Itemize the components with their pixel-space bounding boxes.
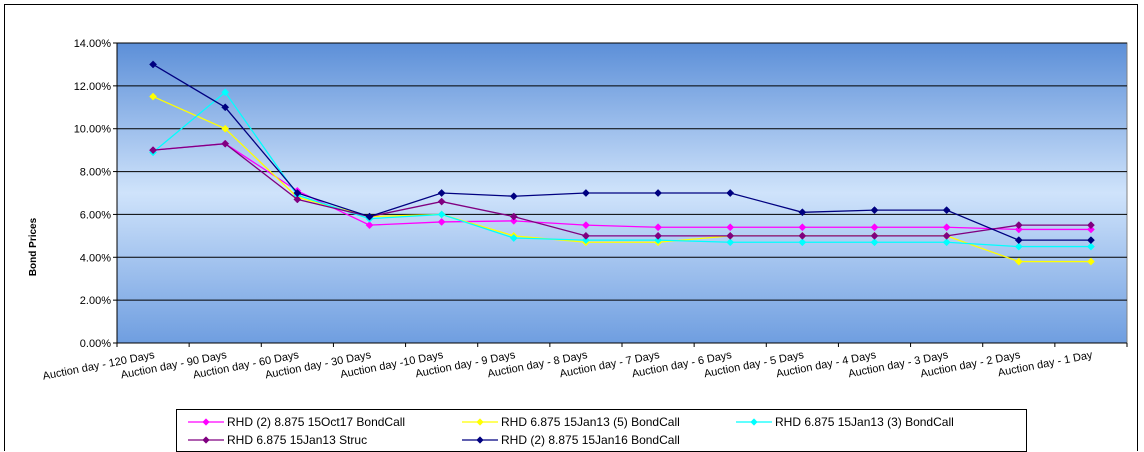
legend-item: RHD (2) 8.875 15Jan16 BondCall	[461, 431, 680, 449]
data-point	[221, 88, 230, 97]
data-point	[870, 206, 879, 215]
data-point	[509, 216, 518, 225]
data-point	[221, 124, 230, 133]
data-point	[870, 238, 879, 247]
data-point	[221, 139, 230, 148]
legend-swatch	[188, 436, 224, 444]
data-point	[149, 60, 158, 69]
y-tick-label: 0.00%	[80, 338, 111, 350]
legend-label: RHD 6.875 15Jan13 (3) BondCall	[775, 415, 954, 429]
data-point	[726, 231, 735, 240]
y-tick-label: 2.00%	[80, 295, 111, 307]
data-point	[365, 221, 374, 230]
data-point	[942, 238, 951, 247]
series-line	[152, 63, 1091, 241]
data-point	[1086, 221, 1095, 230]
legend-label: RHD 6.875 15Jan13 (5) BondCall	[501, 415, 680, 429]
data-point	[798, 223, 807, 232]
line-chart: Bond Prices 0.00% 2.00% 4.00% 6.00% 8.00% 10.…	[28, 38, 1128, 383]
chart-legend: RHD (2) 8.875 15Oct17 BondCall RHD 6.875 …	[176, 409, 1027, 452]
legend-label: RHD (2) 8.875 15Oct17 BondCall	[227, 415, 406, 429]
data-point	[509, 192, 518, 201]
data-point	[581, 221, 590, 230]
data-point	[1086, 242, 1095, 251]
data-point	[942, 223, 951, 232]
data-point	[654, 189, 663, 197]
data-point	[437, 197, 446, 206]
legend-swatch	[736, 418, 772, 426]
data-point	[509, 212, 518, 221]
data-point	[1014, 221, 1023, 230]
legend-label: RHD (2) 8.875 15Jan16 BondCall	[501, 433, 680, 447]
data-point	[726, 189, 735, 197]
data-point	[149, 146, 158, 155]
y-tick-label: 10.00%	[74, 124, 112, 136]
data-point	[581, 189, 590, 197]
data-point	[798, 231, 807, 240]
data-point	[437, 189, 446, 197]
data-point	[1086, 236, 1095, 245]
y-tick-label: 4.00%	[80, 252, 111, 264]
data-point	[221, 103, 230, 112]
data-point	[870, 223, 879, 232]
legend-item: RHD 6.875 15Jan13 (5) BondCall	[461, 413, 680, 431]
legend-item: RHD 6.875 15Jan13 Struc	[187, 431, 367, 449]
data-point	[581, 231, 590, 240]
data-point	[798, 208, 807, 217]
data-point	[1086, 225, 1095, 234]
data-point	[581, 236, 590, 245]
data-point	[726, 238, 735, 247]
data-point	[1014, 236, 1023, 245]
data-point	[149, 92, 158, 101]
legend-item: RHD (2) 8.875 15Oct17 BondCall	[187, 413, 405, 431]
legend-swatch	[462, 418, 498, 426]
y-tick-label: 8.00%	[80, 167, 111, 179]
series-line	[153, 143, 1091, 237]
chart-frame: Bond Prices 0.00% 2.00% 4.00% 6.00% 8.00% 10.…	[4, 4, 1138, 452]
legend-label: RHD 6.875 15Jan13 Struc	[227, 433, 368, 447]
data-point	[870, 231, 879, 240]
data-point	[654, 236, 663, 245]
legend-swatch	[462, 436, 498, 444]
data-point	[437, 217, 446, 226]
y-tick-label: 6.00%	[80, 209, 111, 221]
y-axis-title: Bond Prices	[28, 217, 39, 276]
data-point	[1014, 257, 1023, 266]
data-point	[293, 189, 302, 197]
legend-swatch	[188, 418, 224, 426]
data-point	[365, 212, 374, 221]
series-5	[149, 60, 1095, 245]
data-point	[1086, 257, 1095, 266]
data-point	[1014, 225, 1023, 234]
data-point	[654, 231, 663, 240]
data-point	[942, 231, 951, 240]
y-tick-label: 14.00%	[74, 38, 112, 50]
data-point	[942, 206, 951, 215]
series-line	[152, 91, 1091, 248]
y-tick-label: 12.00%	[74, 81, 112, 93]
data-point	[798, 238, 807, 247]
data-point	[726, 223, 735, 232]
data-point	[654, 223, 663, 232]
legend-item: RHD 6.875 15Jan13 (3) BondCall	[735, 413, 954, 431]
series-4	[149, 139, 1095, 240]
data-point	[1014, 242, 1023, 251]
data-point	[509, 234, 518, 242]
data-point	[293, 195, 302, 204]
data-point	[437, 210, 446, 219]
